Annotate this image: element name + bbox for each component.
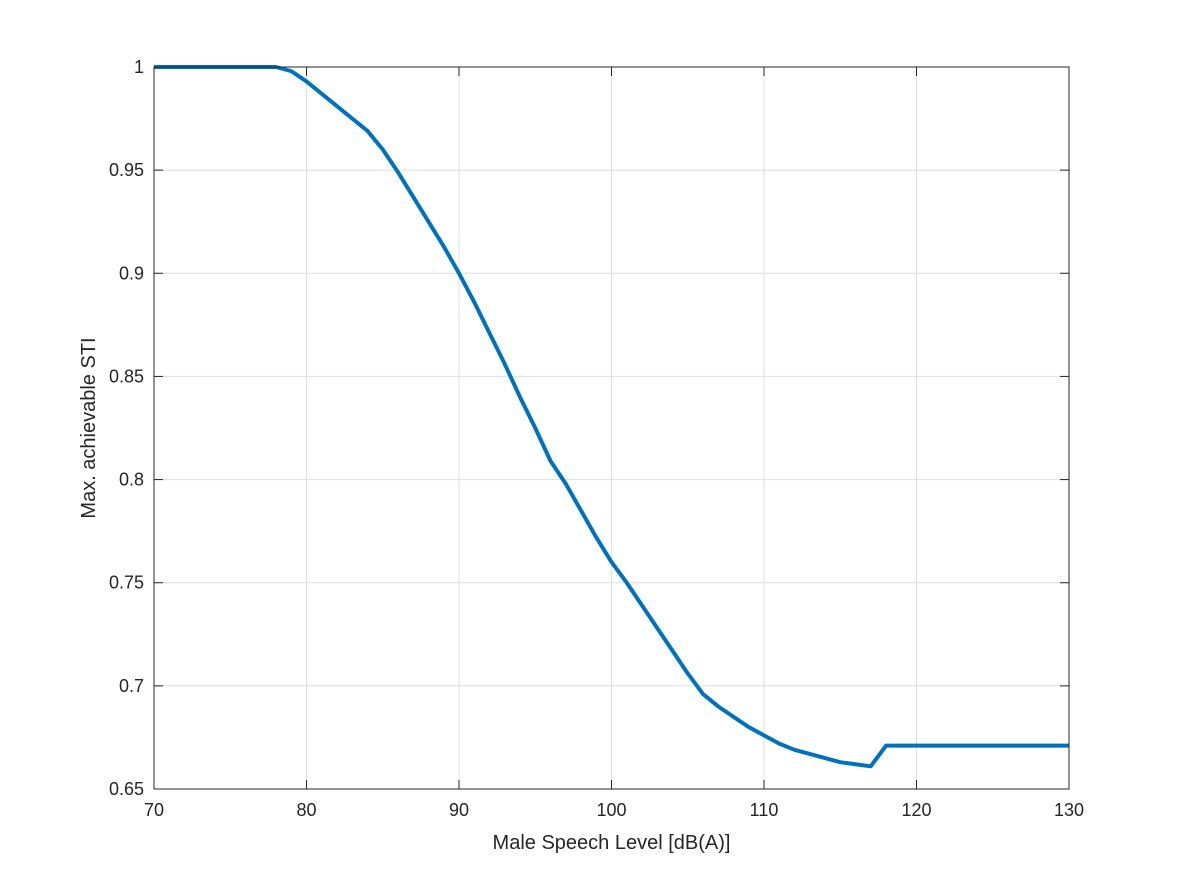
y-tick-label: 0.85 [109,366,144,386]
x-tick-label: 70 [144,800,164,820]
x-tick-label: 100 [596,800,626,820]
y-tick-label: 0.75 [109,573,144,593]
x-tick-label: 110 [750,800,779,820]
series-layer [154,65,1069,769]
x-axis-title: Male Speech Level [dB(A)] [493,832,731,854]
x-tick-label: 90 [449,800,469,820]
y-tick-label: 0.95 [109,160,144,180]
tick-labels: 70 80 90 100 110 120 130 0.65 0.7 0.75 0.8 0.85 0.9 0… [109,57,1084,820]
x-tick-label: 120 [901,800,931,820]
y-tick-label: 0.9 [119,263,144,283]
grid [154,67,1069,789]
y-tick-label: 0.8 [119,470,144,490]
y-tick-label: 1 [134,57,144,77]
x-tick-label: 130 [1054,800,1084,820]
y-tick-label: 0.7 [119,676,144,696]
ticks [153,66,1070,790]
x-tick-label: 80 [296,800,316,820]
series-line-1 [154,65,1069,769]
y-tick-label: 0.65 [109,779,144,799]
y-axis-title: Max. achievable STI [78,337,100,518]
